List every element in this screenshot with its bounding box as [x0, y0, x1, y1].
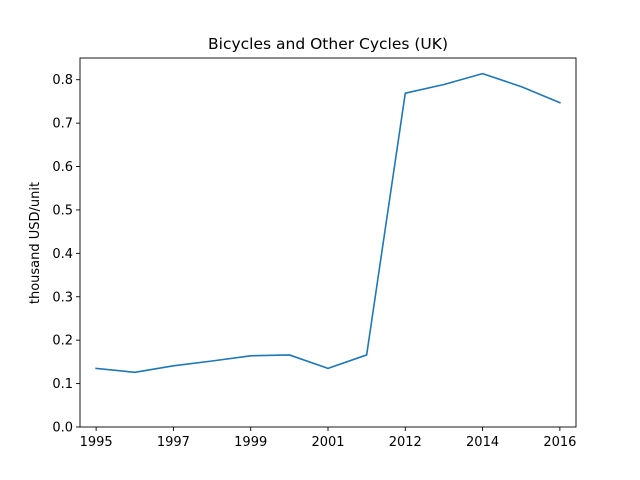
plot-area: 0.0 0.1 0.2 0.3 0.4 0.5 0.6 0.7 0.8 1995 1997 1999 2… — [52, 57, 577, 450]
y-tick-label: 0.3 — [52, 290, 73, 305]
data-point — [211, 360, 213, 362]
x-tick-label: 2016 — [543, 435, 576, 450]
y-tick-label: 0.8 — [52, 73, 73, 88]
data-point — [95, 368, 97, 370]
data-point — [289, 354, 291, 356]
y-tick-label: 0.6 — [52, 160, 73, 175]
y-tick-label: 0.2 — [52, 334, 73, 349]
data-point — [482, 73, 484, 75]
data-point — [173, 365, 175, 367]
plot-frame — [79, 57, 577, 428]
y-tick-label: 0.0 — [52, 421, 73, 436]
y-tick-label: 0.5 — [52, 203, 73, 218]
data-point — [404, 92, 406, 94]
x-tick-label: 2012 — [389, 435, 422, 450]
data-point — [327, 368, 329, 370]
x-tick-label: 2001 — [311, 435, 344, 450]
x-tick-label: 2014 — [466, 435, 499, 450]
data-point — [250, 355, 252, 357]
x-tick-label: 1999 — [234, 435, 267, 450]
y-tick-label: 0.1 — [52, 377, 73, 392]
chart-title: Bicycles and Other Cycles (UK) — [208, 35, 448, 53]
y-tick-label: 0.7 — [52, 117, 73, 132]
series-line-0 — [95, 72, 561, 374]
data-point — [520, 86, 522, 88]
data-point — [366, 354, 368, 356]
x-tick-label: 1995 — [80, 435, 113, 450]
data-point — [134, 372, 136, 374]
data-point — [559, 102, 561, 104]
y-axis-label: thousand USD/unit — [28, 182, 43, 304]
data-point — [443, 84, 445, 86]
y-tick-label: 0.4 — [52, 247, 73, 262]
x-tick-label: 1997 — [157, 435, 190, 450]
